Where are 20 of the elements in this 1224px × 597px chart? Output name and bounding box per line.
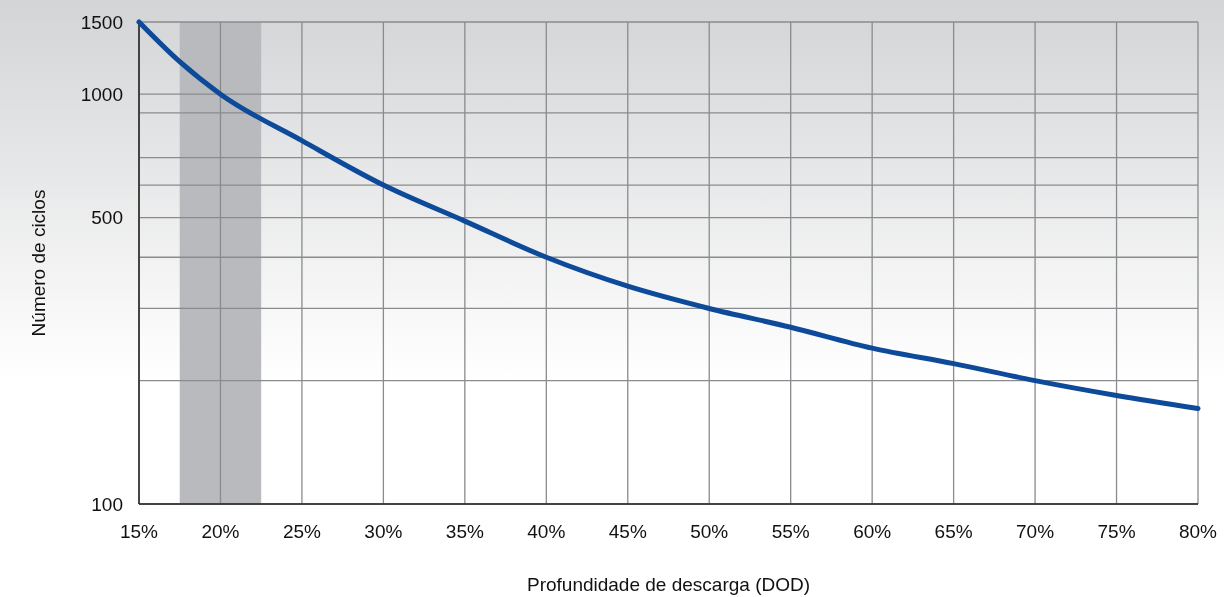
x-tick-label: 15% — [119, 521, 159, 542]
x-tick-label: 45% — [608, 521, 647, 542]
x-tick-label: 25% — [282, 521, 322, 542]
x-tick-label: 55% — [771, 521, 810, 542]
x-tick-label: 35% — [445, 521, 484, 542]
x-tick-label: 40% — [527, 521, 566, 542]
x-tick-label: 75% — [1097, 521, 1136, 542]
x-tick-label: 65% — [934, 521, 973, 542]
x-tick-label: 20% — [201, 521, 240, 542]
y-axis-title: Número de ciclos — [28, 189, 49, 337]
y-tick-label: 1500 — [80, 11, 123, 33]
x-tick-label: 60% — [853, 521, 892, 542]
x-tick-label: 30% — [364, 521, 403, 542]
y-tick-label: 100 — [91, 493, 123, 515]
x-tick-label: 80% — [1178, 521, 1218, 542]
y-tick-label: 500 — [91, 207, 123, 229]
x-axis-title: Profundidade de descarga (DOD) — [526, 574, 811, 595]
x-tick-label: 50% — [690, 521, 729, 542]
x-tick-label: 70% — [1016, 521, 1055, 542]
y-tick-label: 1000 — [80, 83, 123, 105]
